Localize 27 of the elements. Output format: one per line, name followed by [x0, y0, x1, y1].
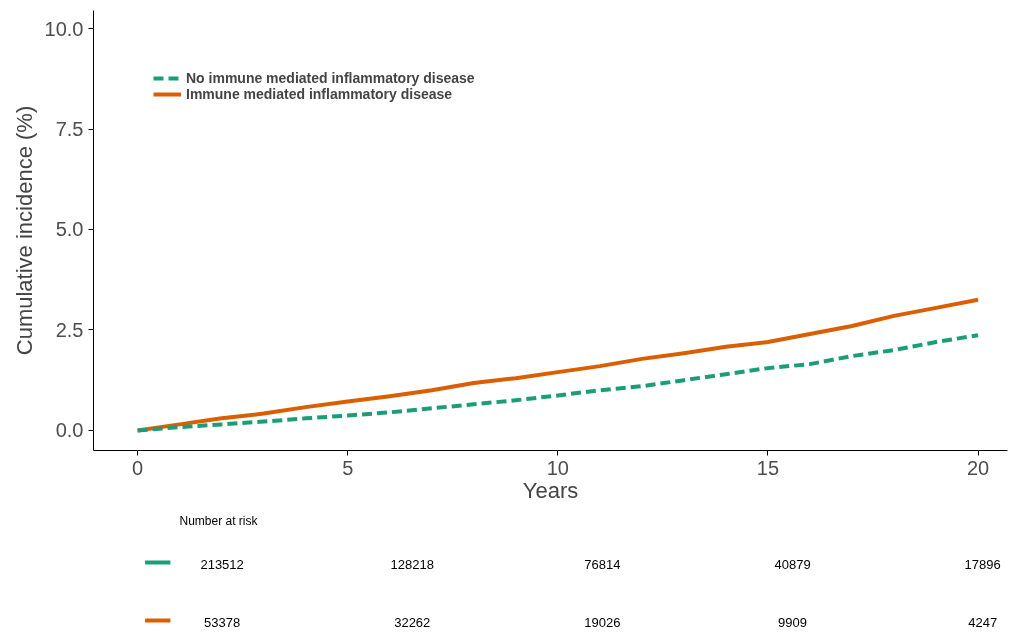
y-axis-title: Cumulative incidence (%) [11, 105, 37, 356]
legend-label: No immune mediated inflammatory disease [186, 70, 475, 86]
y-tick-label: 7.5 [55, 118, 84, 141]
text: 76814 [584, 557, 621, 572]
legend-label: Immune mediated inflammatory disease [186, 86, 453, 102]
line-series [135, 297, 981, 433]
x-axis-title: Years [522, 477, 579, 503]
text: 9909 [778, 615, 808, 630]
text: 19026 [584, 615, 621, 630]
line-series [135, 333, 981, 433]
x-tick-label: 5 [342, 456, 354, 479]
text: Number at risk [179, 513, 259, 528]
x-tick-label: 0 [132, 456, 144, 479]
text: 53378 [204, 615, 241, 630]
text: 17896 [964, 557, 1001, 572]
x-tick-label: 15 [756, 456, 780, 479]
text: 4247 [968, 615, 998, 630]
x-tick-label: 20 [966, 456, 990, 479]
y-tick-label: 2.5 [55, 318, 84, 341]
x-tick-label: 10 [546, 456, 569, 479]
y-tick-label: 0.0 [55, 419, 84, 442]
y-tick-label: 5.0 [55, 218, 84, 241]
text: 32262 [394, 615, 431, 630]
text: 213512 [200, 557, 244, 572]
text: 128218 [390, 557, 434, 572]
text: 40879 [774, 557, 811, 572]
y-tick-label: 10.0 [44, 17, 84, 40]
